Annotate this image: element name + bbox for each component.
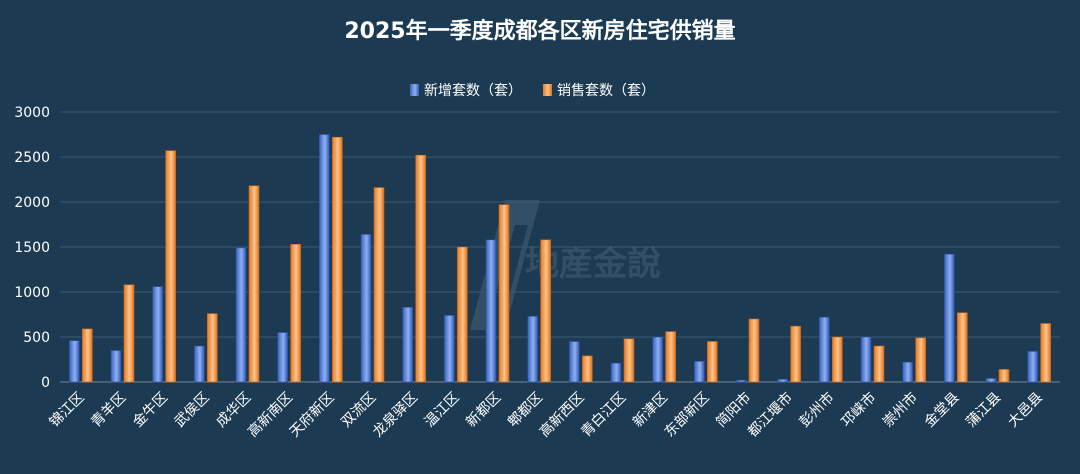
bar-new [902, 361, 913, 383]
bar-sales [540, 239, 551, 383]
bar-new [652, 336, 663, 383]
x-tick-label: 青羊区 [88, 390, 129, 431]
bar-sales [498, 204, 510, 383]
bar-sales [415, 154, 426, 383]
bar-sales [82, 328, 93, 383]
chart-title: 2025年一季度成都各区新房住宅供销量 [344, 18, 735, 44]
bar-new [235, 247, 247, 383]
bar-new [527, 315, 538, 383]
legend-swatch-sales [543, 84, 552, 96]
bar-new [610, 362, 622, 383]
x-tick-label: 崇州市 [879, 389, 921, 431]
y-tick-label: 1000 [14, 285, 50, 301]
bar-new [735, 379, 747, 383]
x-tick-label: 高新南区 [244, 389, 296, 441]
y-tick-label: 3000 [14, 105, 50, 121]
bar-new [194, 345, 205, 383]
bar-new [860, 336, 872, 383]
x-tick-label: 高新西区 [536, 389, 588, 441]
legend-label-new: 新增套数（套） [424, 83, 522, 99]
bar-new [777, 378, 788, 383]
x-tick-label: 金牛区 [130, 390, 171, 431]
bar-sales [1040, 323, 1051, 383]
y-tick-label: 1500 [14, 240, 50, 256]
bar-sales [623, 338, 635, 383]
bar-sales [748, 318, 760, 383]
bar-new [485, 239, 497, 383]
bar-sales [207, 313, 218, 383]
x-tick-label: 龙泉驿区 [369, 389, 421, 441]
bar-new [1027, 351, 1038, 383]
legend-swatch-new [410, 84, 419, 96]
bar-new [985, 378, 997, 383]
legend-label-sales: 销售套数（套） [557, 83, 655, 99]
bar-sales [290, 244, 301, 383]
x-tick-label: 金堂县 [922, 390, 963, 431]
y-tick-label: 0 [41, 375, 50, 391]
bar-sales [582, 355, 593, 383]
y-tick-label: 2500 [14, 150, 50, 166]
x-tick-label: 青白江区 [578, 390, 629, 441]
bar-new [569, 341, 580, 383]
x-tick-label: 邛崃市 [838, 389, 880, 431]
bar-new [110, 350, 122, 383]
x-tick-label: 郫都区 [505, 390, 546, 431]
bar-sales [123, 284, 135, 383]
bar-sales [790, 325, 801, 383]
x-tick-label: 大邑县 [1005, 390, 1046, 431]
bar-sales [248, 185, 260, 383]
x-tick-label: 蒲江县 [963, 390, 1004, 431]
x-tick-label: 双流区 [338, 390, 379, 431]
bar-new [319, 134, 330, 383]
bar-sales [707, 341, 718, 383]
legend: 新增套数（套） 销售套数（套） [410, 83, 655, 99]
bar-sales [332, 136, 343, 383]
bar-new [277, 332, 288, 383]
bar-new [152, 286, 163, 383]
x-tick-label: 新津区 [630, 390, 671, 431]
y-tick-label: 2000 [14, 195, 50, 211]
x-tick-label: 锦江区 [46, 389, 88, 431]
bar-new [360, 234, 372, 383]
x-tick-label: 新都区 [463, 390, 504, 431]
bar-sales [832, 336, 843, 383]
bar-sales [457, 246, 468, 383]
bar-sales [373, 187, 385, 383]
y-tick-label: 500 [23, 330, 50, 346]
bar-sales [165, 150, 176, 383]
x-tick-label: 都江堰市 [744, 389, 796, 441]
bar-sales [873, 345, 885, 383]
bar-new [69, 340, 80, 383]
x-tick-label: 天府新区 [287, 390, 338, 441]
bar-new [402, 306, 413, 383]
x-tick-label: 彭州市 [796, 389, 838, 431]
bar-sales [915, 337, 926, 383]
bar-new [819, 316, 830, 383]
bar-sales [665, 331, 676, 383]
watermark-logo: 地産金說 [470, 200, 661, 330]
x-tick-label: 成华区 [213, 390, 254, 431]
bar-new [694, 360, 705, 383]
x-tick-label: 温江区 [422, 390, 463, 431]
x-tick-label: 东部新区 [662, 390, 713, 441]
bar-new [444, 315, 455, 383]
bar-sales [957, 312, 968, 383]
x-tick-label: 简阳市 [713, 389, 755, 431]
bar-new [944, 253, 955, 383]
x-tick-label: 武侯区 [172, 390, 213, 431]
bar-sales [998, 369, 1010, 383]
